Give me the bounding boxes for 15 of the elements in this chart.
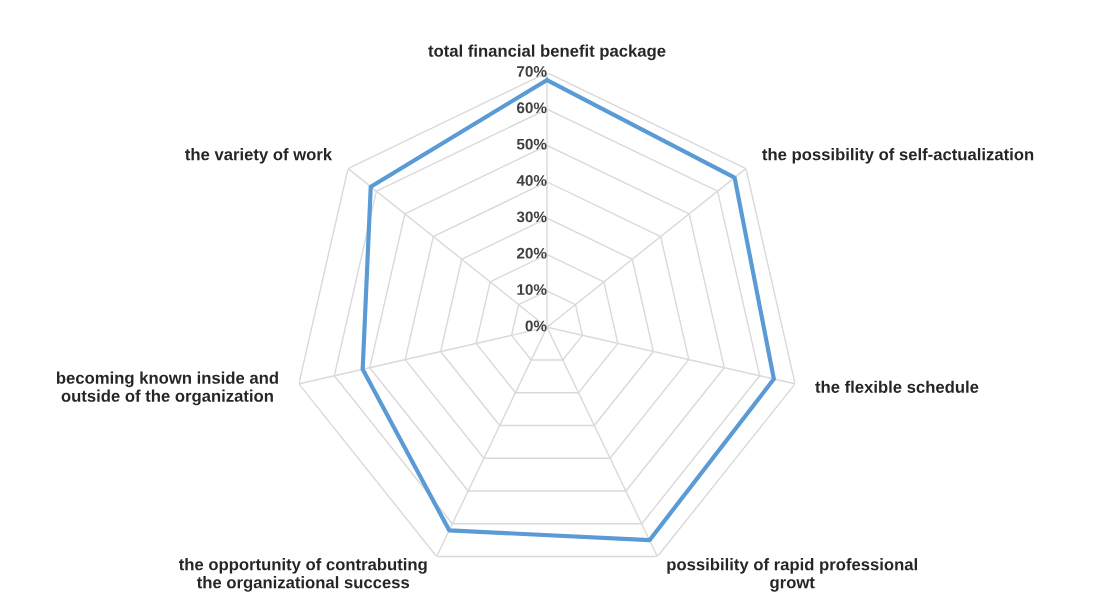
spoke-label: the possibility of self-actualization — [762, 148, 1034, 164]
y-tick-label: 30% — [516, 211, 547, 223]
spoke-label: becoming known inside and outside of the organization — [56, 371, 278, 406]
y-tick-label: 50% — [516, 138, 547, 150]
y-tick-label: 20% — [516, 247, 547, 259]
y-tick-label: 40% — [516, 175, 547, 186]
spoke-label: the flexible schedule — [815, 380, 979, 393]
spoke-label: possibility of rapid professional growt — [667, 558, 917, 592]
y-tick-label: 70% — [517, 66, 547, 77]
spoke-label: total financial benefit package — [428, 44, 666, 61]
y-tick-label: 0% — [525, 320, 547, 332]
spoke-label: the opportunity of contrabuting the organizational success — [178, 558, 427, 592]
y-tick-label: 60% — [516, 102, 547, 114]
y-tick-label: 10% — [517, 284, 547, 295]
spoke-label: the variety of work — [185, 148, 333, 164]
